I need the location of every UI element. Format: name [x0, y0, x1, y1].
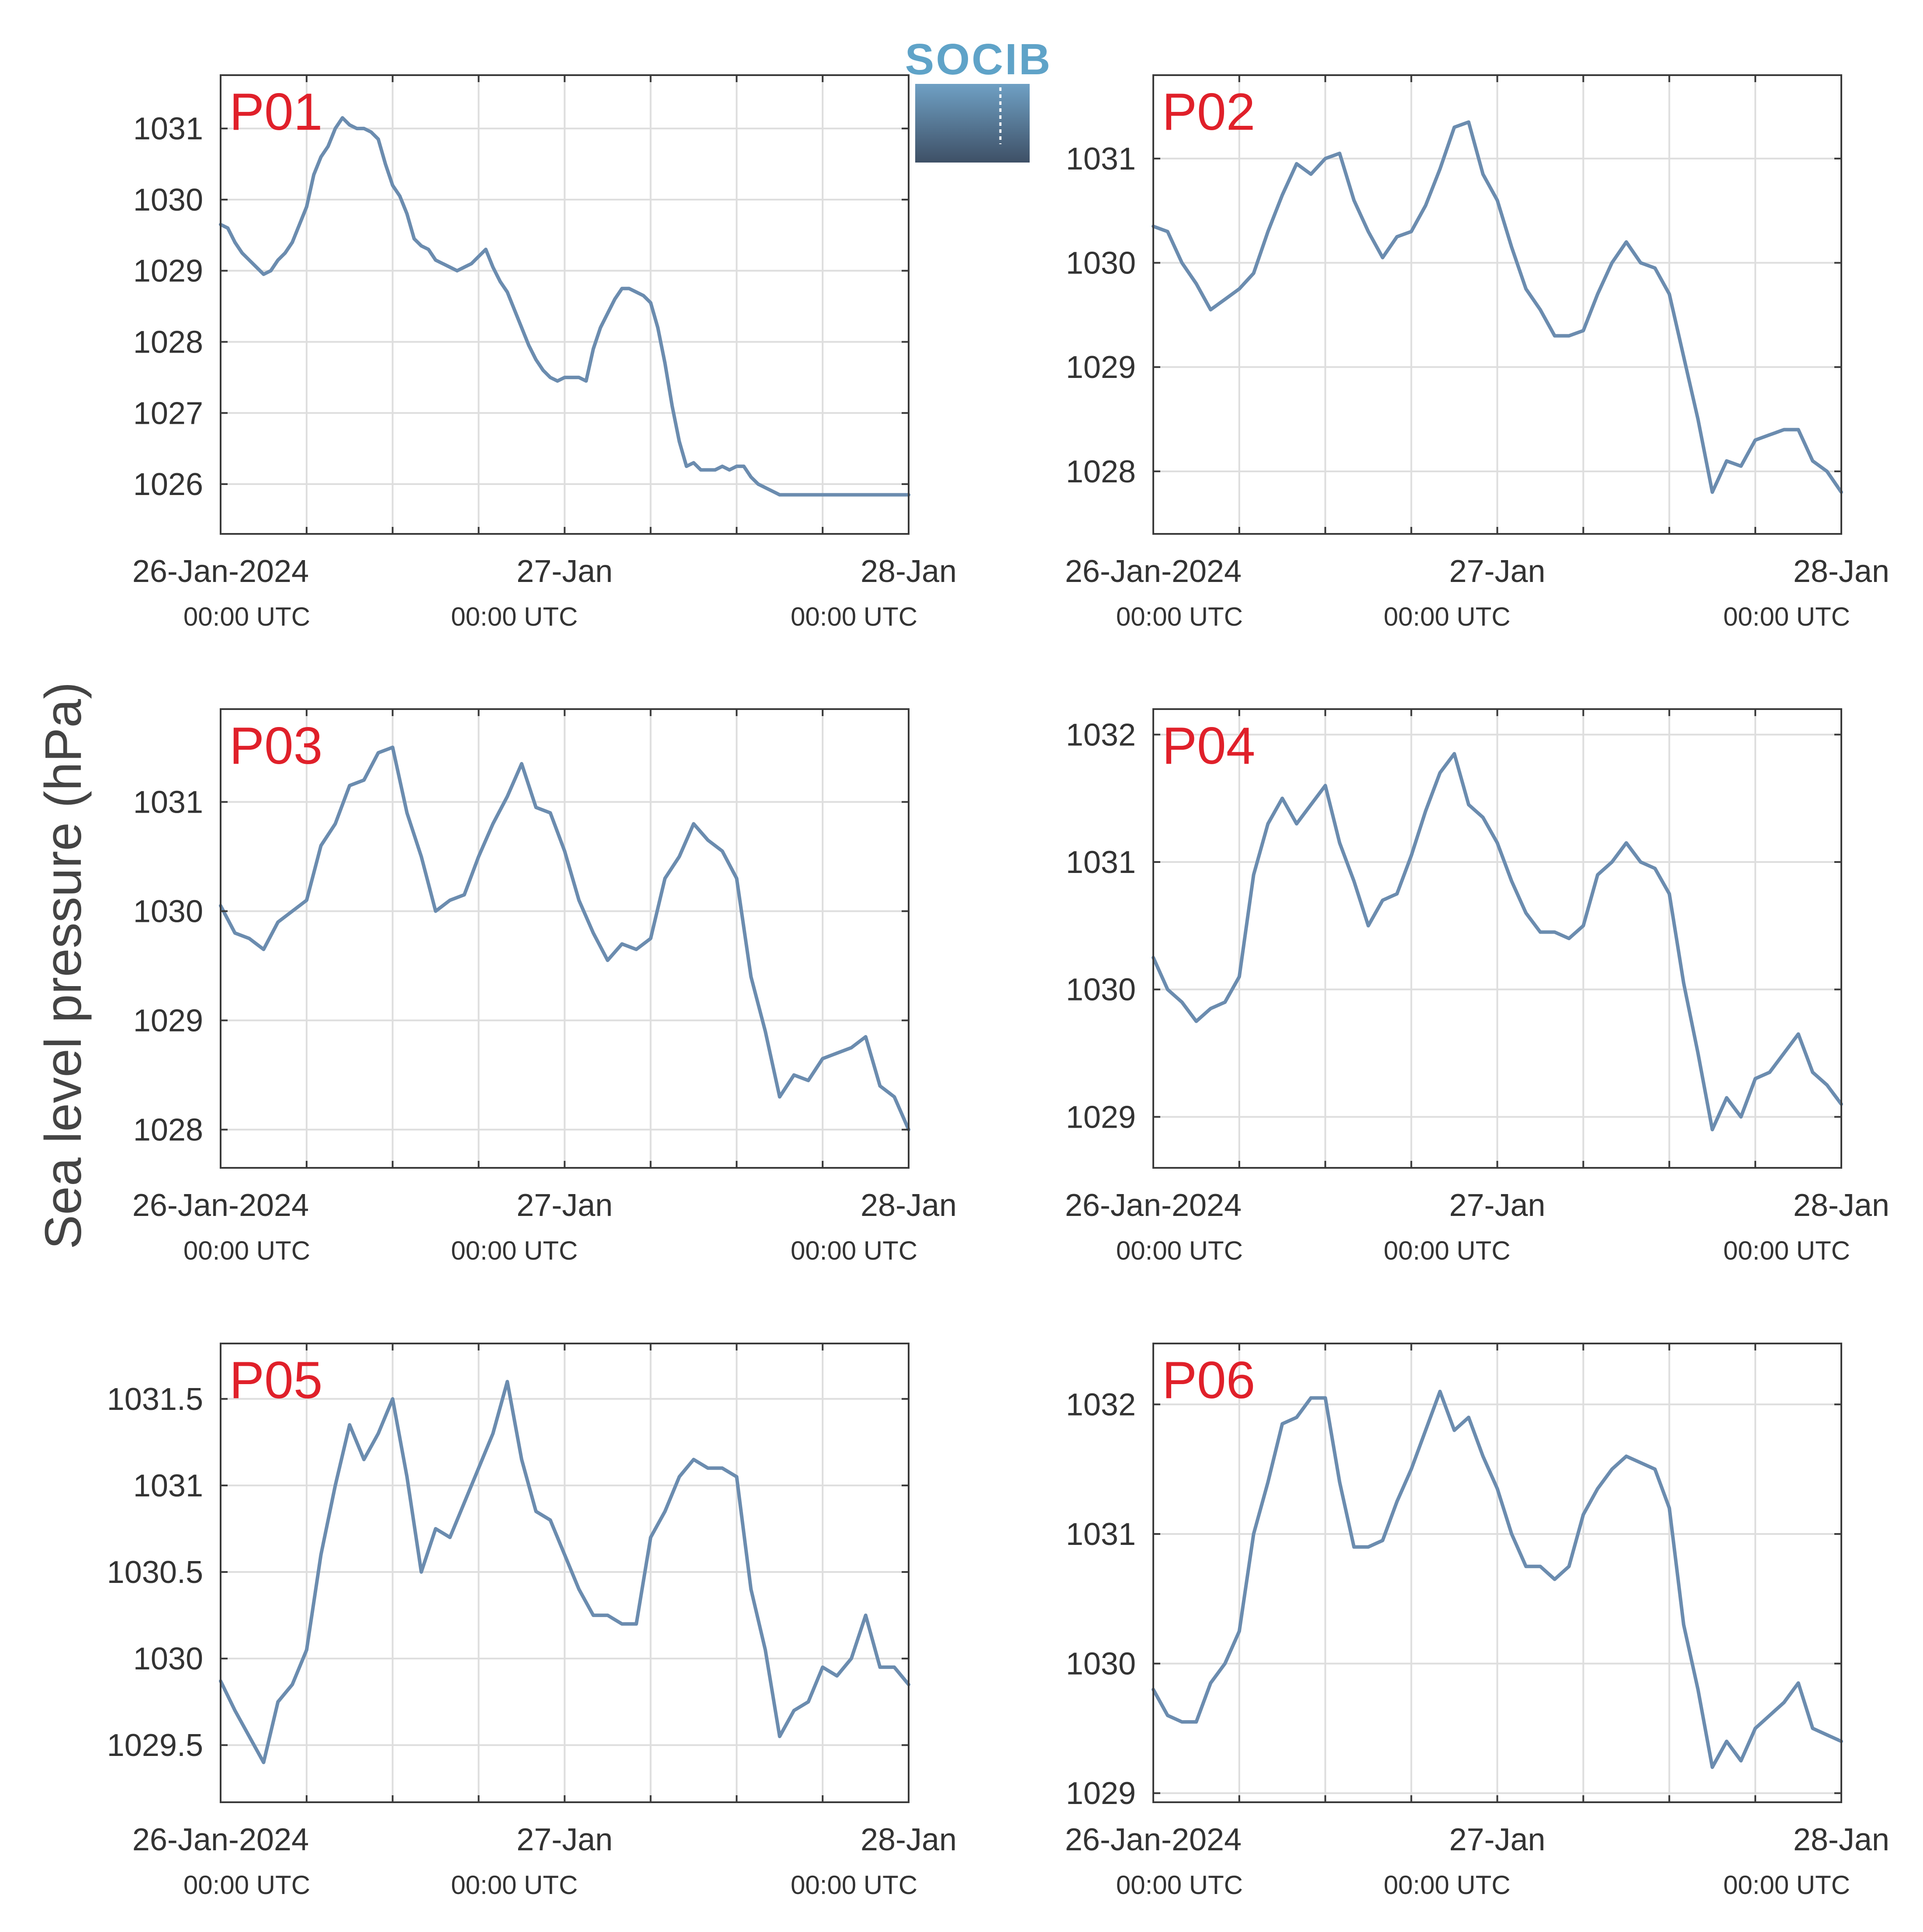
y-tick-label: 1031	[133, 111, 203, 146]
x-tick-label: 26-Jan-2024	[132, 1188, 309, 1223]
y-tick-label: 1029	[1066, 1776, 1136, 1811]
y-tick-label: 1031	[133, 785, 203, 820]
panel-label-p03: P03	[229, 717, 323, 775]
x-tick-label: 28-Jan	[1793, 1188, 1889, 1223]
x-tick-label: 28-Jan	[861, 1822, 957, 1857]
y-tick-label: 1030	[1066, 1647, 1136, 1682]
panel-p05: 1029.5 1030 1030.5 1031 1031.5 26-Jan-2024 00:…	[107, 1343, 957, 1900]
panel-label-p01: P01	[229, 83, 323, 141]
y-tick-label: 1028	[133, 1113, 203, 1148]
y-tick-label: 1031	[1066, 142, 1136, 177]
y-tick-label: 1029.5	[107, 1728, 203, 1763]
y-tick-label: 1030	[1066, 246, 1136, 281]
y-tick-label: 1028	[1066, 454, 1136, 489]
x-tick-label: 28-Jan	[1793, 554, 1889, 589]
x-tick-sublabel: 00:00 UTC	[791, 1236, 917, 1265]
x-tick-sublabel: 00:00 UTC	[1383, 1870, 1510, 1900]
x-tick-sublabel: 00:00 UTC	[183, 1870, 310, 1900]
x-tick-sublabel: 00:00 UTC	[1383, 1236, 1510, 1265]
x-tick-sublabel: 00:00 UTC	[183, 1236, 310, 1265]
y-tick-label: 1031	[1066, 845, 1136, 880]
series-line-p06	[1152, 1389, 1843, 1769]
series-line-p01	[219, 116, 910, 497]
panel-p03: 1028 1029 1030 1031 26-Jan-2024 00:00 UTC 27-J…	[132, 708, 957, 1265]
x-tick-label: 28-Jan	[861, 554, 957, 589]
x-tick-label: 26-Jan-2024	[1065, 1822, 1242, 1857]
x-tick-label: 27-Jan	[516, 1822, 612, 1857]
panel-label-p06: P06	[1162, 1351, 1255, 1409]
x-tick-sublabel: 00:00 UTC	[451, 1870, 578, 1900]
y-tick-label: 1029	[1066, 1100, 1136, 1135]
y-tick-label: 1032	[1066, 1387, 1136, 1422]
x-tick-label: 26-Jan-2024	[132, 554, 309, 589]
socib-logo-block	[915, 84, 1030, 163]
panel-label-p04: P04	[1162, 717, 1255, 775]
x-tick-label: 28-Jan	[861, 1188, 957, 1223]
y-axis-label: Sea level pressure (hPa)	[35, 682, 92, 1250]
series-line-p05	[219, 1380, 910, 1764]
y-tick-label: 1031	[1066, 1517, 1136, 1552]
x-tick-label: 27-Jan	[516, 1188, 612, 1223]
y-tick-label: 1028	[133, 325, 203, 360]
x-tick-label: 27-Jan	[516, 554, 612, 589]
panel-p06: 1029 1030 1031 1032 26-Jan-2024 00:00 UTC 27-J…	[1065, 1343, 1889, 1900]
x-tick-label: 28-Jan	[1793, 1822, 1889, 1857]
x-tick-sublabel: 00:00 UTC	[1383, 602, 1510, 631]
y-tick-label: 1030.5	[107, 1555, 203, 1590]
x-tick-sublabel: 00:00 UTC	[451, 602, 578, 631]
series-line-p04	[1152, 752, 1843, 1132]
x-tick-sublabel: 00:00 UTC	[451, 1236, 578, 1265]
x-tick-label: 26-Jan-2024	[1065, 554, 1242, 589]
series-line-p02	[1152, 120, 1843, 494]
x-tick-label: 27-Jan	[1449, 554, 1545, 589]
socib-logo-text: SOCIB	[905, 35, 1052, 84]
socib-logo: SOCIB	[905, 35, 1052, 163]
x-tick-sublabel: 00:00 UTC	[791, 1870, 917, 1900]
y-tick-label: 1030	[133, 1641, 203, 1676]
panel-p01: 1026 1027 1028 1029 1030 1031 26-Jan-2024 00:00…	[132, 74, 957, 631]
panels-container: 1026 1027 1028 1029 1030 1031 26-Jan-2024 00:00…	[107, 74, 1889, 1900]
x-tick-sublabel: 00:00 UTC	[791, 602, 917, 631]
y-tick-label: 1029	[1066, 350, 1136, 385]
x-tick-label: 27-Jan	[1449, 1822, 1545, 1857]
x-tick-sublabel: 00:00 UTC	[1723, 602, 1850, 631]
x-tick-sublabel: 00:00 UTC	[1116, 1870, 1243, 1900]
y-tick-label: 1026	[133, 467, 203, 502]
x-tick-label: 26-Jan-2024	[132, 1822, 309, 1857]
y-tick-label: 1030	[1066, 973, 1136, 1008]
y-tick-label: 1032	[1066, 717, 1136, 752]
x-tick-sublabel: 00:00 UTC	[183, 602, 310, 631]
y-tick-label: 1031.5	[107, 1382, 203, 1417]
y-tick-label: 1030	[133, 183, 203, 218]
x-tick-sublabel: 00:00 UTC	[1116, 602, 1243, 631]
y-tick-label: 1029	[133, 254, 203, 289]
y-tick-label: 1029	[133, 1004, 203, 1039]
x-tick-label: 27-Jan	[1449, 1188, 1545, 1223]
panel-p04: 1029 1030 1031 1032 26-Jan-2024 00:00 UTC 27-J…	[1065, 708, 1889, 1265]
x-tick-label: 26-Jan-2024	[1065, 1188, 1242, 1223]
panel-label-p05: P05	[229, 1351, 323, 1409]
series-line-p03	[219, 745, 910, 1132]
y-tick-label: 1030	[133, 894, 203, 929]
panel-p02: 1028 1029 1030 1031 26-Jan-2024 00:00 UTC 27-J…	[1065, 74, 1889, 631]
x-tick-sublabel: 00:00 UTC	[1723, 1236, 1850, 1265]
y-tick-label: 1031	[133, 1468, 203, 1503]
x-tick-sublabel: 00:00 UTC	[1116, 1236, 1243, 1265]
panel-label-p02: P02	[1162, 83, 1255, 141]
y-tick-label: 1027	[133, 396, 203, 431]
x-tick-sublabel: 00:00 UTC	[1723, 1870, 1850, 1900]
